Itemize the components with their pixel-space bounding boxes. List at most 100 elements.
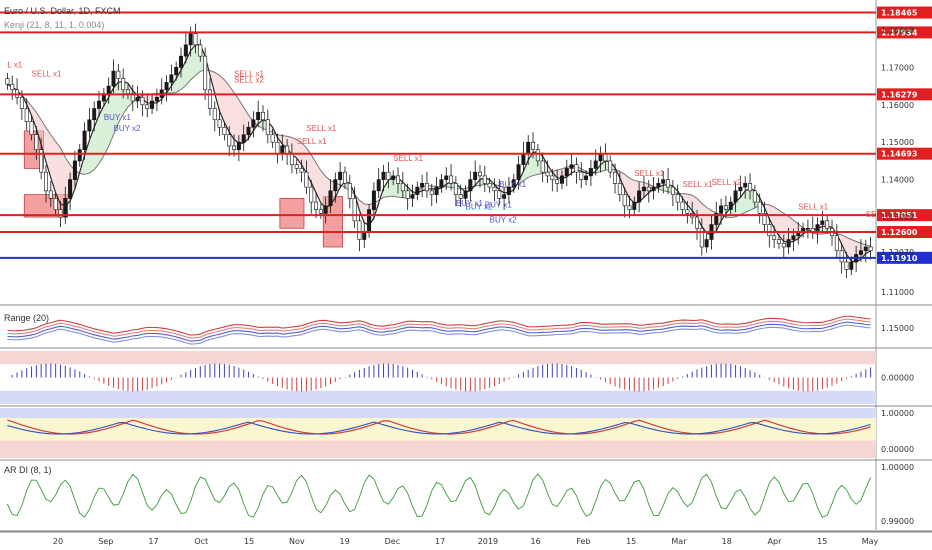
- candle[interactable]: [174, 61, 179, 81]
- signal-label[interactable]: BUY x1: [104, 113, 132, 122]
- candle[interactable]: [227, 126, 232, 157]
- candle[interactable]: [342, 166, 347, 189]
- candle[interactable]: [39, 138, 44, 180]
- candle[interactable]: [834, 224, 839, 258]
- candle[interactable]: [473, 160, 478, 187]
- signal-label[interactable]: SELL x2: [234, 75, 264, 84]
- candle[interactable]: [844, 251, 849, 279]
- candle[interactable]: [714, 201, 719, 232]
- candle[interactable]: [584, 170, 589, 186]
- candle[interactable]: [728, 196, 733, 216]
- candle[interactable]: [622, 187, 627, 218]
- candle[interactable]: [164, 75, 169, 102]
- candle[interactable]: [87, 108, 92, 139]
- candle[interactable]: [212, 101, 217, 132]
- signal-label[interactable]: SELL x1: [393, 154, 423, 163]
- candle[interactable]: [236, 135, 241, 162]
- candle[interactable]: [559, 170, 564, 189]
- candle[interactable]: [72, 150, 77, 189]
- candle[interactable]: [540, 152, 545, 183]
- candle[interactable]: [376, 168, 381, 198]
- candle[interactable]: [574, 157, 579, 184]
- candle[interactable]: [169, 64, 174, 91]
- signal-label[interactable]: BUY x2: [490, 216, 518, 225]
- signal-label[interactable]: SELL x1: [32, 70, 62, 79]
- candle[interactable]: [338, 162, 343, 189]
- candle[interactable]: [482, 165, 487, 192]
- candle[interactable]: [506, 177, 511, 204]
- candle[interactable]: [198, 39, 203, 62]
- candle[interactable]: [772, 225, 777, 249]
- candle[interactable]: [666, 168, 671, 195]
- candle[interactable]: [825, 215, 830, 234]
- candle[interactable]: [569, 153, 574, 176]
- candle[interactable]: [63, 186, 68, 225]
- candle[interactable]: [265, 109, 270, 144]
- candle[interactable]: [241, 124, 246, 151]
- candle[interactable]: [468, 171, 473, 201]
- candle[interactable]: [24, 98, 29, 131]
- candle[interactable]: [44, 165, 48, 203]
- signal-label[interactable]: BUY x2: [114, 124, 142, 133]
- signal-label[interactable]: SELL x1: [683, 180, 713, 189]
- candle[interactable]: [29, 116, 34, 141]
- candle[interactable]: [453, 176, 458, 207]
- candle[interactable]: [150, 95, 155, 115]
- candle[interactable]: [299, 159, 304, 183]
- candle[interactable]: [10, 75, 15, 100]
- candle[interactable]: [420, 174, 425, 198]
- candle[interactable]: [743, 176, 748, 199]
- candle[interactable]: [92, 101, 97, 132]
- candle[interactable]: [15, 78, 20, 105]
- candle[interactable]: [347, 174, 352, 209]
- candle[interactable]: [424, 171, 429, 198]
- candle[interactable]: [637, 182, 642, 213]
- candle[interactable]: [502, 187, 507, 210]
- candle[interactable]: [154, 88, 159, 112]
- candle[interactable]: [396, 167, 400, 194]
- signal-label[interactable]: BUY x1: [485, 201, 513, 210]
- candle[interactable]: [439, 174, 444, 193]
- candle[interactable]: [193, 23, 198, 54]
- candle[interactable]: [444, 167, 449, 190]
- candle[interactable]: [261, 105, 265, 132]
- candle[interactable]: [318, 203, 323, 219]
- candle[interactable]: [868, 236, 873, 260]
- signal-label[interactable]: SELL x1: [306, 124, 336, 133]
- signal-label[interactable]: L x1: [7, 60, 22, 69]
- candle[interactable]: [116, 63, 121, 91]
- candle[interactable]: [632, 196, 637, 216]
- candle[interactable]: [478, 165, 482, 188]
- candle[interactable]: [309, 180, 314, 214]
- candle[interactable]: [256, 100, 261, 127]
- candle[interactable]: [670, 180, 675, 207]
- candle[interactable]: [752, 185, 757, 208]
- candle[interactable]: [680, 196, 685, 216]
- candle[interactable]: [179, 47, 183, 78]
- candle[interactable]: [207, 78, 212, 116]
- candle[interactable]: [381, 165, 386, 192]
- candle[interactable]: [449, 164, 454, 191]
- candle[interactable]: [564, 159, 569, 186]
- candle[interactable]: [386, 162, 391, 189]
- signal-label[interactable]: BUY x2: [466, 203, 494, 212]
- candle[interactable]: [487, 177, 492, 193]
- candle[interactable]: [815, 217, 820, 244]
- signal-label[interactable]: SELL x2: [711, 178, 741, 187]
- candle[interactable]: [294, 159, 299, 175]
- candle[interactable]: [333, 172, 338, 203]
- candle[interactable]: [111, 59, 116, 94]
- candle[interactable]: [203, 47, 208, 100]
- signal-label[interactable]: SELL x1: [297, 137, 327, 146]
- candle[interactable]: [748, 173, 753, 200]
- candle[interactable]: [685, 200, 690, 224]
- candle[interactable]: [492, 178, 497, 201]
- candle[interactable]: [58, 200, 63, 228]
- signal-label[interactable]: BUY x1: [456, 199, 484, 208]
- candle[interactable]: [391, 170, 396, 186]
- candle[interactable]: [352, 186, 357, 228]
- candle[interactable]: [757, 193, 762, 224]
- candle[interactable]: [656, 177, 661, 193]
- candle[interactable]: [53, 192, 58, 216]
